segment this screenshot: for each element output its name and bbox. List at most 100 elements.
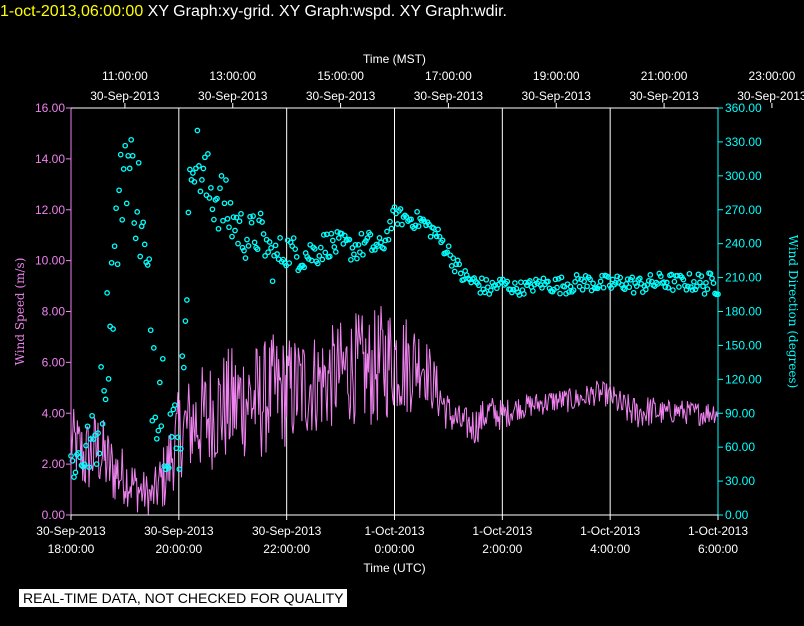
wind-direction-point	[84, 423, 91, 430]
wind-direction-point	[242, 255, 249, 261]
wind-direction-point	[292, 246, 299, 252]
wind-direction-point	[478, 275, 485, 282]
wind-direction-point	[190, 170, 196, 176]
wind-direction-point	[685, 283, 691, 290]
wind-direction-point	[114, 261, 121, 268]
wind-direction-point	[265, 249, 271, 256]
wind-direction-point	[530, 288, 536, 294]
wind-direction-point	[450, 255, 457, 261]
wind-direction-point	[384, 228, 390, 235]
wind-direction-point	[642, 286, 649, 293]
bottom-tick-time: 6:00:00	[698, 542, 738, 556]
wind-direction-point	[322, 249, 329, 256]
wind-direction-point	[435, 226, 441, 233]
top-tick-date: 30-Sep-2013	[198, 89, 268, 103]
wind-direction-point	[354, 255, 360, 262]
wind-direction-point	[220, 217, 226, 224]
wind-direction-point	[415, 223, 422, 230]
wind-direction-point	[293, 254, 300, 260]
wind-direction-point	[269, 278, 276, 285]
wind-direction-point	[557, 290, 563, 297]
wind-direction-point	[510, 286, 517, 293]
wind-direction-point	[518, 279, 524, 286]
wind-direction-point	[626, 284, 633, 291]
wind-direction-point	[355, 241, 362, 248]
wind-direction-point	[335, 235, 342, 241]
wind-direction-point	[105, 376, 112, 382]
right-tick-label: 240.00	[725, 237, 762, 251]
wind-direction-point	[202, 154, 208, 161]
wind-direction-point	[250, 213, 256, 219]
wind-direction-point	[314, 260, 321, 267]
wind-direction-point	[274, 251, 280, 257]
left-tick-label: 10.00	[35, 254, 65, 268]
wind-direction-point	[572, 278, 578, 285]
wind-direction-point	[167, 411, 174, 417]
wind-direction-point	[707, 270, 714, 277]
left-axis-title: Wind Speed (m/s)	[13, 258, 27, 366]
wind-direction-point	[93, 461, 100, 467]
wind-direction-point	[605, 274, 612, 280]
wind-direction-point	[531, 281, 538, 288]
wind-direction-point	[334, 229, 341, 235]
axis-labels: 30-Sep-2013 18:00:00 30-Sep-2013 20:00:00 30…	[13, 52, 804, 575]
wind-direction-point	[155, 427, 162, 434]
wind-direction-point	[691, 278, 697, 285]
wind-direction-point	[159, 355, 166, 362]
wind-direction-point	[311, 246, 318, 252]
wind-direction-point	[209, 206, 216, 213]
wind-direction-point	[701, 291, 708, 297]
top-tick-date: 30-Sep-2013	[629, 89, 699, 103]
wind-direction-point	[331, 244, 338, 250]
wind-direction-point	[197, 188, 204, 195]
bottom-tick-date: 30-Sep-2013	[36, 524, 106, 538]
wind-direction-point	[126, 165, 133, 172]
bottom-axis-title: Time (UTC)	[363, 561, 425, 575]
wind-direction-point	[633, 283, 640, 289]
wind-direction-point	[203, 192, 210, 199]
wind-direction-point	[444, 249, 451, 256]
wind-direction-point	[566, 289, 572, 295]
wind-direction-point	[224, 215, 231, 222]
wind-direction-point	[238, 210, 244, 217]
top-tick-time: 15:00:00	[317, 69, 364, 83]
wind-direction-point	[141, 241, 148, 248]
wind-direction-point	[579, 286, 586, 293]
wind-direction-point	[629, 274, 636, 281]
wind-direction-point	[367, 231, 374, 238]
wind-direction-point	[171, 402, 178, 408]
wind-direction-point	[230, 214, 237, 220]
wind-direction-point	[245, 243, 252, 249]
wind-direction-point	[182, 318, 189, 324]
wind-direction-point	[614, 273, 621, 280]
wind-direction-point	[457, 270, 464, 277]
wind-direction-point	[456, 261, 463, 268]
wind-speed-line	[70, 306, 719, 516]
wind-direction-point	[484, 284, 491, 291]
top-tick-date: 30-Sep-2013	[90, 89, 160, 103]
wind-direction-point	[289, 243, 296, 249]
wind-direction-point	[582, 273, 589, 279]
top-tick-date: 30-Sep-2013	[522, 89, 592, 103]
wind-direction-point	[555, 275, 562, 282]
wind-direction-point	[199, 177, 205, 183]
wind-direction-point	[176, 466, 183, 473]
wind-direction-point	[349, 244, 356, 251]
wind-direction-point	[352, 241, 359, 248]
wind-direction-point	[590, 280, 596, 287]
bottom-tick-date: 30-Sep-2013	[144, 524, 214, 538]
wind-direction-point	[445, 243, 452, 250]
wind-direction-point	[244, 236, 250, 243]
left-tick-label: 8.00	[42, 305, 66, 319]
right-tick-label: 120.00	[725, 372, 762, 386]
top-tick-time: 21:00:00	[641, 69, 688, 83]
wind-direction-point	[95, 430, 101, 436]
right-tick-label: 360.00	[725, 101, 762, 115]
wind-direction-point	[81, 461, 88, 468]
wind-direction-point	[235, 240, 241, 247]
wind-direction-point	[670, 287, 676, 293]
wind-direction-point	[709, 275, 715, 282]
wind-direction-point	[153, 435, 160, 442]
wind-direction-point	[697, 279, 703, 286]
quality-disclaimer: REAL-TIME DATA, NOT CHECKED FOR QUALITY	[19, 589, 348, 607]
